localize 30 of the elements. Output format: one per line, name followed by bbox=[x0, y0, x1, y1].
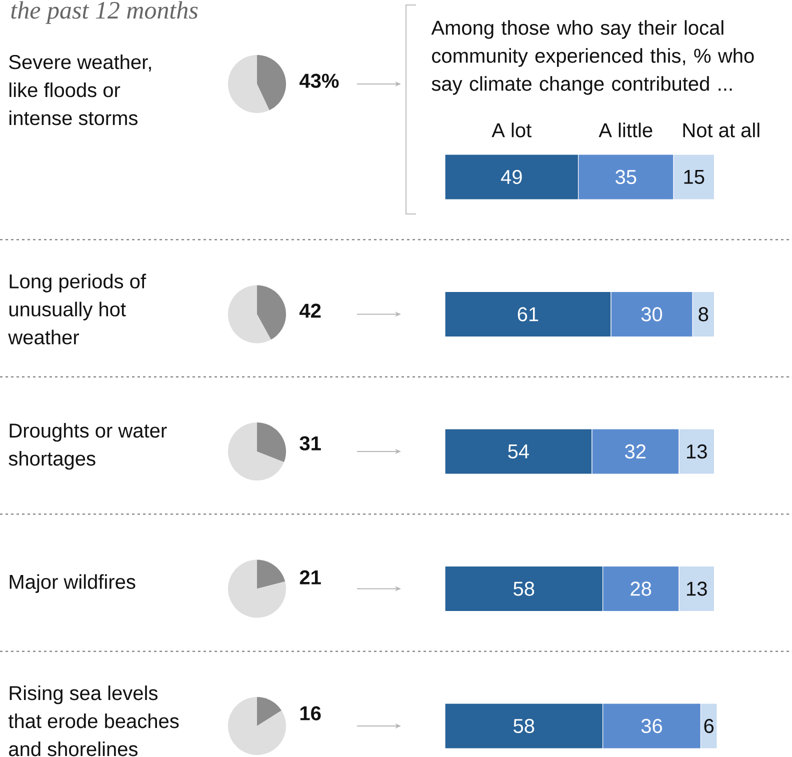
data-label: 42 bbox=[300, 304, 321, 318]
data-label: 6 bbox=[704, 718, 714, 734]
data-label: 28 bbox=[630, 582, 652, 596]
data-label: 36 bbox=[641, 718, 662, 734]
y-tick-label: Rising sea levels that erode beaches and shorelines bbox=[8, 685, 179, 756]
data-label: 16 bbox=[300, 706, 321, 720]
data-label: 15 bbox=[684, 170, 704, 184]
y-tick-label: Major wildfires bbox=[10, 574, 136, 593]
data-label: 21 bbox=[300, 570, 321, 584]
data-label: 61 bbox=[518, 307, 538, 322]
data-label: 54 bbox=[508, 444, 529, 458]
y-tick-label: Severe weather, like floods or intense storms bbox=[9, 54, 151, 126]
y-tick-label: Droughts or water shortages bbox=[8, 423, 167, 470]
series-label: A little bbox=[598, 122, 652, 138]
series-label: Not at all bbox=[683, 122, 760, 138]
data-label: 13 bbox=[687, 444, 707, 459]
y-tick-label: Long periods of unusually hot weather bbox=[8, 274, 146, 344]
data-label: 58 bbox=[514, 718, 534, 734]
data-label: 49 bbox=[500, 170, 522, 184]
data-label: 13 bbox=[687, 582, 707, 596]
chart-title: the past 12 months bbox=[11, 1, 198, 24]
data-label: 32 bbox=[625, 444, 646, 459]
data-label: 8 bbox=[698, 307, 708, 322]
series-label: A lot bbox=[492, 122, 532, 138]
data-label: 31 bbox=[300, 436, 321, 450]
data-label: 30 bbox=[641, 307, 662, 322]
text: Among those who say their local community experienced this, % who say climate change contributed ... bbox=[431, 20, 754, 95]
data-label: 58 bbox=[514, 582, 534, 596]
data-label: 43% bbox=[300, 74, 339, 88]
data-label: 35 bbox=[616, 170, 636, 184]
